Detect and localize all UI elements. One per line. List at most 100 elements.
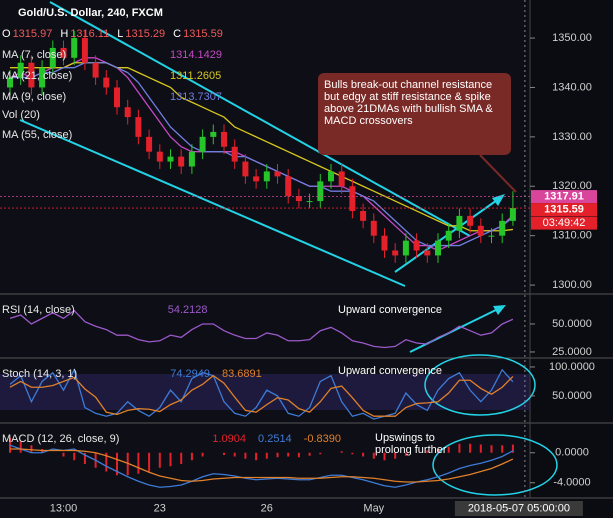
candle-body [167,156,174,162]
candle-body [338,171,345,187]
legend-value: 74.2949 [170,368,210,380]
annotation: Upward convergence [338,365,442,377]
candle-body [221,131,227,147]
candle-body [360,210,367,221]
candle-body [17,62,24,78]
y-tick-label: 1320.00 [552,180,592,192]
ohlc-value: 1315.29 [125,28,165,40]
candle-body [49,47,56,68]
series-line [9,309,514,349]
histogram-bar [511,444,514,453]
legend-value: 1313.7307 [170,91,222,103]
macd-highlight [432,434,558,496]
series-line [9,374,514,417]
histogram-bar [469,443,472,453]
y-tick-label: 0.0000 [555,447,589,459]
histogram-bar [479,444,482,453]
legend-value: 54.2128 [168,304,208,316]
candle-body [328,171,334,182]
histogram-bar [501,445,504,453]
ohlc-value: 1315.59 [183,28,223,40]
callout-pointer [479,154,517,193]
candle-body [28,62,35,88]
annotation: Upward convergence [338,304,442,316]
ohlc-key: C [173,28,181,40]
series-line [9,368,514,420]
candle-body [488,235,495,237]
histogram-bar [276,452,279,458]
histogram-bar [126,452,129,476]
y-tick-label: 1300.00 [552,279,592,291]
ohlc-value: 1316.11 [70,28,109,40]
histogram-bar [297,452,300,458]
y-tick-label: 1340.00 [552,81,592,93]
candle-body [424,250,431,256]
candle-body [435,240,441,256]
candle-body [71,38,78,58]
candle-body [7,77,13,88]
legend-value: -0.8390 [304,433,341,445]
histogram-bar [105,452,108,472]
histogram-bar [169,452,172,467]
candle-body [370,220,377,236]
ohlc-key: H [60,28,68,40]
chart-title: Gold/U.S. Dollar, 240, FXCM [18,7,163,19]
legend-entry: MA (21, close) [2,70,72,82]
price-label: 1317.91 [544,190,584,202]
study-label: MA (55, close) [2,129,72,141]
y-tick-label: 1350.00 [552,32,592,44]
candle-body [381,235,388,251]
candle-body [306,201,313,203]
legend-value: 1311.2605 [170,70,221,82]
x-tick-label: 26 [261,502,273,514]
candle-body [114,87,120,108]
candle-body [402,240,409,256]
y-tick-label: -4.0000 [553,477,590,489]
channel-lower [19,119,406,287]
candle-body [103,77,110,88]
histogram-bar [30,445,33,453]
histogram-bar [19,441,22,453]
histogram-bar [362,452,365,457]
histogram-bar [340,451,343,453]
histogram-bar [255,452,258,461]
candle-body [477,225,484,236]
legend-entry: MA (9, close) [2,91,66,103]
histogram-bar [383,452,386,461]
price-label: 1315.59 [544,203,584,215]
x-tick-label: 23 [154,502,166,514]
candle-body [81,38,88,63]
candle-body [124,107,131,118]
legend-value: 83.6891 [222,368,262,380]
candle-body [285,176,292,197]
y-tick-label: 100.0000 [549,361,595,373]
histogram-bar [158,452,161,468]
candle-body [231,146,238,162]
arrow-head [493,305,506,315]
candle-body [317,181,324,202]
histogram-bar [458,443,461,453]
candle-body [263,171,270,182]
study-label: Vol (20) [2,109,40,121]
price-label-bg [531,190,597,204]
y-tick-label: 1310.00 [552,230,592,242]
candle-body [253,176,260,182]
channel-upper [49,1,471,237]
candle-body [156,151,163,162]
histogram-bar [319,452,322,455]
legend-value: 1.0904 [212,433,246,445]
panel-title: RSI (14, close) [2,304,75,316]
histogram-bar [394,452,397,459]
rsi-arrow [409,307,501,353]
histogram-bar [190,452,193,461]
candle-body [178,156,185,167]
histogram-bar [404,452,407,456]
x-tick-label: 13:00 [50,502,78,514]
candle-body [499,220,506,236]
candle-body [392,250,399,256]
histogram-bar [426,450,429,453]
candle-body [467,215,474,226]
series-line [10,448,514,483]
